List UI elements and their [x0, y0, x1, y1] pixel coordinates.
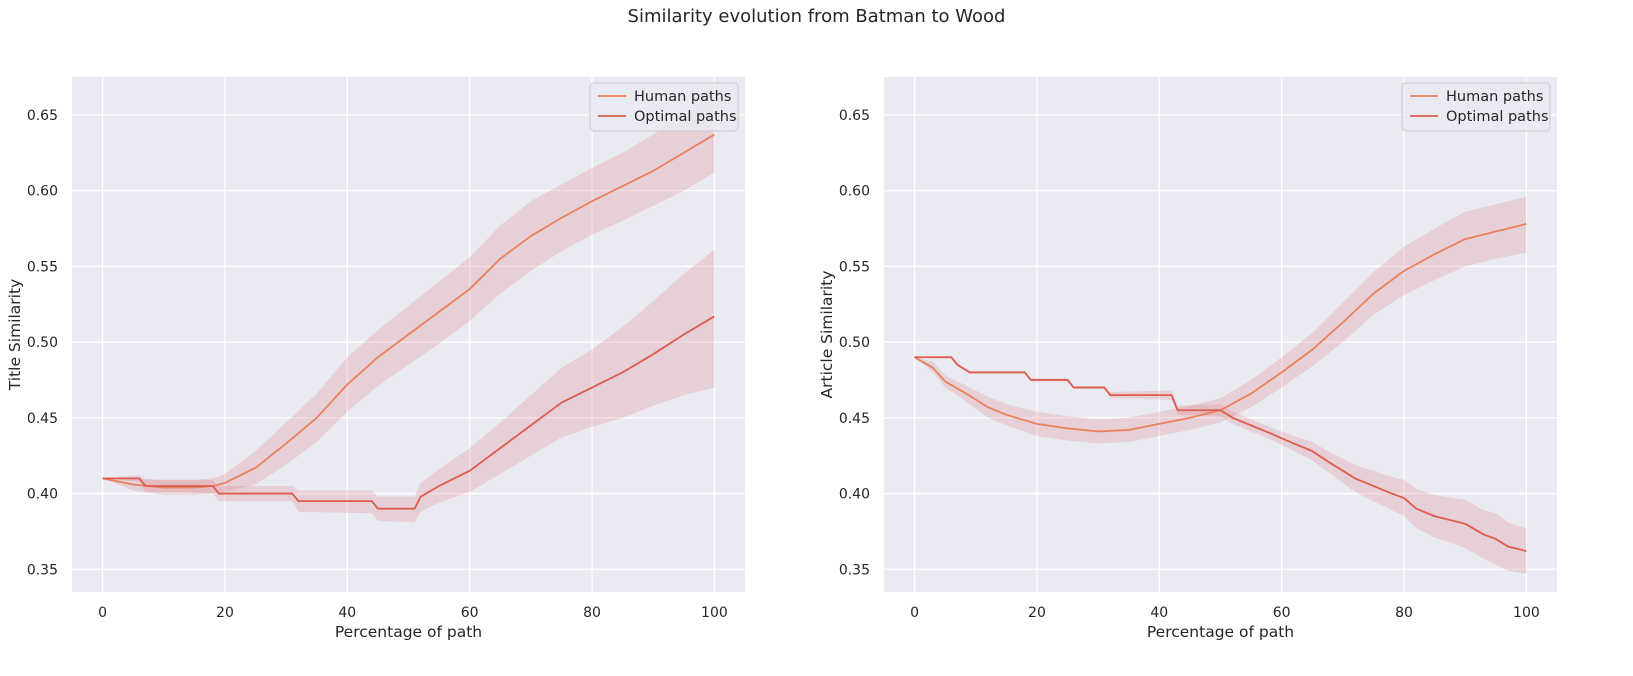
legend-label: Human paths [1446, 89, 1543, 105]
y-tick-label: 0.60 [27, 184, 58, 200]
x-tick-label: 20 [216, 605, 234, 621]
legend-label: Optimal paths [1446, 109, 1549, 125]
x-axis-label: Percentage of path [335, 623, 482, 641]
right-subplot-article-similarity: 0 20 40 60 80 100 0.35 0.40 0.45 0.50 0.55 0.60 0.65… [818, 77, 1557, 641]
y-tick-label: 0.45 [839, 411, 870, 427]
y-tick-label: 0.45 [27, 411, 58, 427]
y-tick-label: 0.50 [839, 335, 870, 351]
y-tick-label: 0.50 [27, 335, 58, 351]
human-paths-line [914, 223, 1527, 433]
x-tick-label: 0 [98, 605, 107, 621]
y-tick-label: 0.65 [839, 108, 870, 124]
x-tick-label: 100 [701, 605, 728, 621]
y-tick-label: 0.65 [27, 108, 58, 124]
y-tick-label: 0.35 [27, 562, 58, 578]
x-tick-label: 0 [910, 605, 919, 621]
x-axis-label: Percentage of path [1147, 623, 1294, 641]
y-tick-label: 0.40 [839, 487, 870, 503]
x-tick-label: 40 [338, 605, 356, 621]
left-subplot-title-similarity: 0 20 40 60 80 100 0.35 0.40 0.45 0.50 0.55 0.60 0.65… [6, 77, 745, 641]
x-tick-label: 80 [583, 605, 601, 621]
y-tick-label: 0.55 [839, 259, 870, 275]
x-tick-label: 100 [1513, 605, 1540, 621]
y-tick-label: 0.55 [27, 259, 58, 275]
legend: Human paths Optimal paths [589, 82, 739, 132]
x-tick-label: 20 [1028, 605, 1046, 621]
plot-area [884, 77, 1557, 592]
legend-label: Optimal paths [634, 109, 737, 125]
y-tick-label: 0.40 [27, 487, 58, 503]
optimal-paths-line [914, 356, 1527, 552]
optimal-paths-confidence-band [102, 249, 715, 523]
figure-title: Similarity evolution from Batman to Wood [627, 6, 1006, 27]
legend-box [1401, 82, 1551, 132]
x-tick-label: 60 [1273, 605, 1291, 621]
human-paths-confidence-band [914, 196, 1527, 444]
y-axis-label: Title Similarity [6, 279, 24, 391]
legend-box [589, 82, 739, 132]
x-tick-label: 80 [1395, 605, 1413, 621]
y-axis-label: Article Similarity [818, 271, 836, 399]
legend: Human paths Optimal paths [1401, 82, 1551, 132]
x-tick-label: 60 [461, 605, 479, 621]
y-tick-label: 0.35 [839, 562, 870, 578]
y-tick-label: 0.60 [839, 184, 870, 200]
x-tick-label: 40 [1150, 605, 1168, 621]
human-paths-confidence-band [102, 96, 715, 496]
legend-label: Human paths [634, 89, 731, 105]
optimal-paths-line [102, 315, 715, 510]
